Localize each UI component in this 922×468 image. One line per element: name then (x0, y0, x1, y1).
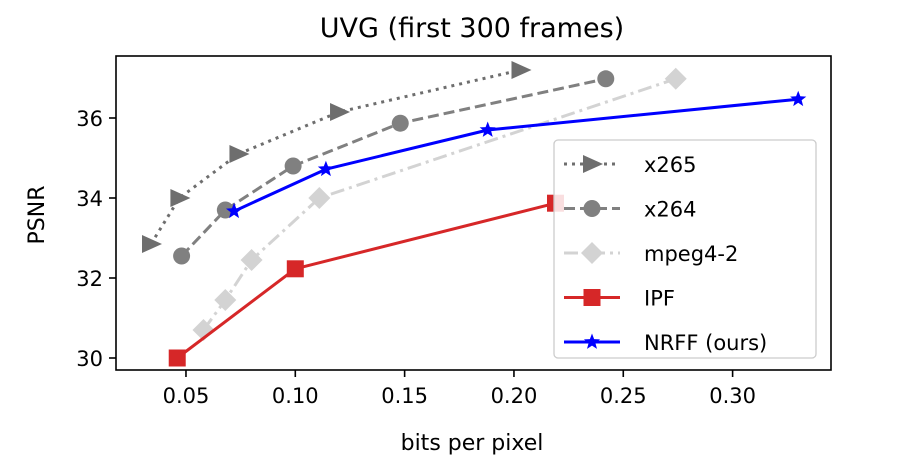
data-point (216, 201, 234, 219)
legend-entry: x264 (564, 198, 697, 222)
series-nrff-ours (225, 90, 807, 219)
data-point (479, 121, 496, 137)
data-point (170, 189, 191, 207)
series-line (149, 68, 521, 245)
data-point (173, 247, 191, 265)
data-point (168, 349, 186, 367)
x-tick-label: 0.25 (600, 384, 647, 408)
plot-frame (115, 55, 832, 371)
data-point (225, 202, 243, 219)
legend-marker (583, 333, 601, 349)
data-point (511, 61, 532, 79)
legend-marker (583, 155, 603, 173)
series-x264 (173, 70, 615, 265)
legend-label: x264 (644, 198, 697, 222)
legend-entry: NRFF (ours) (564, 331, 767, 355)
data-point (284, 157, 302, 175)
legend-marker (583, 200, 601, 217)
legend: x265 x264 mpeg4-2 IPF NRFF (ours) (553, 139, 817, 359)
y-tick-label: 36 (76, 107, 103, 131)
data-point (240, 249, 263, 271)
chart-title: UVG (first 300 frames) (320, 13, 624, 44)
data-point (664, 67, 687, 90)
legend-entry: IPF (564, 287, 675, 311)
y-tick-label: 34 (76, 187, 103, 211)
series-mpeg4-2 (192, 67, 687, 341)
data-point (214, 289, 237, 311)
data-point (391, 114, 409, 132)
legend-box (553, 139, 817, 359)
legend-marker (583, 289, 601, 306)
legend-entry: x265 (564, 153, 697, 177)
legend-label: IPF (644, 287, 675, 311)
data-point (790, 90, 807, 107)
legend-marker (581, 242, 603, 264)
x-tick-label: 0.30 (709, 384, 756, 408)
series-layer (141, 61, 807, 367)
data-point (229, 145, 250, 163)
series-x265 (141, 61, 532, 253)
legend-entry: mpeg4-2 (564, 242, 738, 266)
y-tick-label: 30 (76, 347, 103, 371)
legend-label: x265 (644, 153, 697, 177)
legend-label: mpeg4-2 (644, 242, 738, 266)
x-tick-label: 0.15 (381, 384, 428, 408)
legend-label: NRFF (ours) (644, 331, 767, 355)
y-tick-label: 32 (76, 267, 103, 291)
data-point (141, 235, 162, 253)
data-point (330, 103, 351, 121)
x-tick-label: 0.20 (491, 384, 538, 408)
x-tick-label: 0.05 (163, 384, 210, 408)
data-point (317, 160, 334, 177)
data-point (308, 187, 331, 209)
data-point (597, 70, 615, 88)
axes-layer: 0.05 0.10 0.15 0.20 0.25 0.30 30 32 34 36 (76, 55, 832, 408)
series-line (233, 97, 799, 213)
y-axis-label: PSNR (25, 186, 50, 245)
data-point (286, 260, 304, 278)
x-tick-label: 0.10 (272, 384, 319, 408)
x-axis-label: bits per pixel (401, 431, 544, 456)
